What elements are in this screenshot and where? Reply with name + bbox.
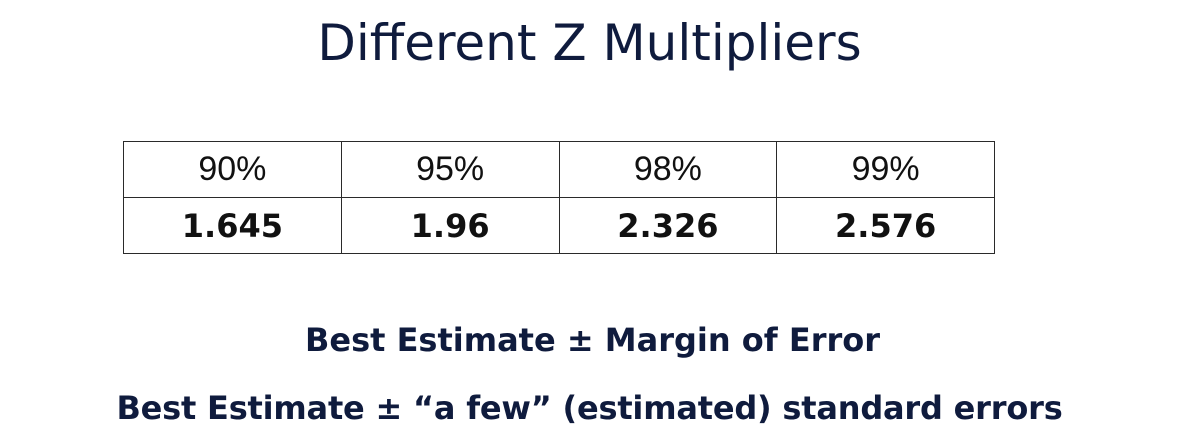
z-multiplier-cell: 2.326: [558, 197, 778, 254]
confidence-level-row: 90% 95% 98% 99%: [123, 141, 995, 198]
confidence-level-cell: 98%: [558, 141, 778, 198]
formula-standard-errors: Best Estimate ± “a few” (estimated) stan…: [116, 389, 1063, 427]
confidence-level-cell: 99%: [776, 141, 995, 198]
z-multiplier-row: 1.645 1.96 2.326 2.576: [123, 197, 995, 254]
confidence-level-cell: 90%: [123, 141, 342, 198]
formula-margin-of-error: Best Estimate ± Margin of Error: [304, 321, 881, 359]
confidence-level-cell: 95%: [340, 141, 560, 198]
z-multiplier-cell: 2.576: [776, 197, 995, 254]
z-multiplier-cell: 1.96: [340, 197, 560, 254]
z-multiplier-table: 90% 95% 98% 99% 1.645 1.96 2.326 2.576: [123, 141, 995, 254]
z-multiplier-cell: 1.645: [123, 197, 342, 254]
slide-title: Different Z Multipliers: [317, 14, 862, 72]
